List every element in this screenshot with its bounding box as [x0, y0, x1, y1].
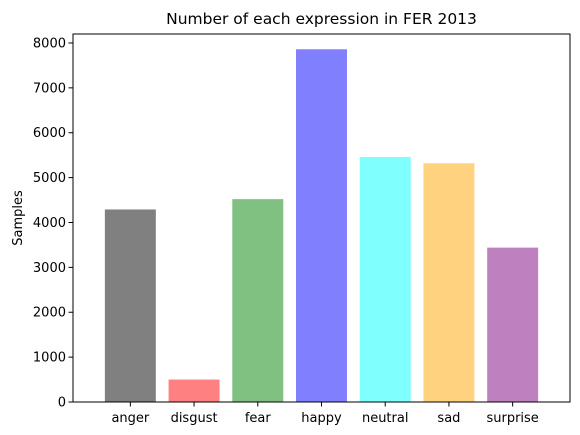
y-tick-label: 4000 [33, 216, 66, 231]
bar-fear [232, 199, 284, 402]
x-tick-label: neutral [362, 411, 409, 426]
bar-surprise [487, 247, 539, 402]
plot-area: 0 1000 2000 3000 4000 5000 6000 7000 8000 anger di… [33, 33, 571, 426]
y-tick-label: 3000 [33, 261, 66, 276]
y-tick-label: 8000 [33, 36, 66, 51]
y-axis-label: Samples [11, 190, 26, 246]
x-tick-label: fear [245, 411, 272, 426]
x-tick-label: anger [111, 411, 149, 426]
bar-happy [296, 49, 347, 402]
bar-disgust [168, 379, 220, 402]
x-tick-label: disgust [171, 411, 218, 426]
x-tick-label: sad [437, 411, 460, 426]
y-tick-label: 7000 [33, 81, 66, 96]
bar-neutral [359, 156, 411, 402]
y-tick-label: 5000 [33, 171, 66, 186]
y-tick-label: 0 [58, 396, 66, 411]
y-tick-label: 2000 [33, 306, 66, 321]
chart-title: Number of each expression in FER 2013 [166, 10, 477, 28]
bar-anger [104, 209, 156, 402]
x-tick-label: happy [301, 411, 342, 426]
y-tick-label: 6000 [33, 126, 66, 141]
x-tick-label: surprise [486, 411, 538, 426]
y-tick-label: 1000 [33, 351, 66, 366]
bar-sad [423, 163, 475, 402]
